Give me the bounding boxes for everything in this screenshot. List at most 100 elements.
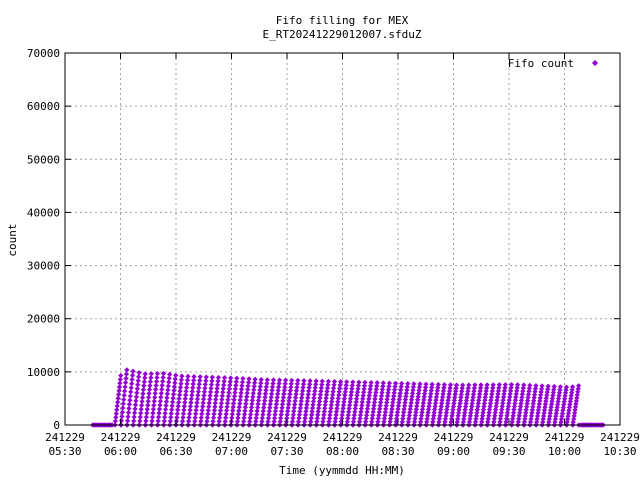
data-point [432,406,438,413]
data-point [488,397,494,403]
data-point [532,389,538,395]
data-point [486,413,492,419]
data-point [447,382,454,388]
x-tick-label-date: 241229 [101,431,141,444]
data-point [421,394,427,400]
data-point [517,407,523,413]
data-point [389,406,395,412]
data-point [214,385,220,392]
data-point [312,385,318,391]
data-point [477,385,484,391]
data-point [294,384,300,390]
data-point [382,409,388,415]
data-point [367,386,373,392]
data-point [113,410,119,417]
data-point [357,412,364,418]
data-point [138,406,144,412]
data-point [543,395,549,401]
data-point [296,412,303,418]
data-point [258,377,264,383]
data-point [411,419,418,425]
data-point [285,401,292,407]
data-point [402,396,409,403]
data-point [243,397,249,403]
data-point [208,385,214,391]
data-point [463,403,469,410]
data-point [337,382,343,388]
data-point [156,410,162,416]
data-point [466,382,472,388]
data-point [381,415,388,422]
data-point [559,413,565,419]
data-point [156,406,163,412]
data-point [494,400,500,406]
data-point [242,408,248,414]
data-point [530,401,536,407]
data-point [477,388,483,394]
data-point [315,412,321,418]
data-point [176,396,182,402]
data-point [479,419,485,425]
data-point [546,419,552,425]
data-point [178,377,185,383]
data-point [388,412,394,418]
data-point [423,384,429,390]
data-point [283,377,289,383]
data-point [178,381,184,387]
data-point [386,383,392,389]
data-point [213,396,219,403]
data-point [529,410,535,416]
data-point [167,418,173,424]
data-point [485,416,491,422]
data-point [342,392,348,398]
y-tick-label: 0 [53,419,60,432]
data-point [374,383,380,389]
data-point [446,388,453,394]
data-point [463,400,469,407]
data-point [354,396,360,402]
data-point [399,419,405,425]
data-point [540,419,546,425]
data-point [219,393,225,399]
data-point [308,415,314,421]
data-point [123,371,130,377]
y-tick-label: 10000 [27,366,60,379]
data-point [515,419,521,425]
data-point [412,412,419,419]
data-point [370,412,376,418]
data-point [366,393,372,399]
data-point [347,399,353,405]
data-point [307,381,313,387]
data-point [330,388,336,395]
data-point [482,394,488,400]
x-tick-label-date: 241229 [434,431,474,444]
data-point [560,407,566,414]
data-point [438,406,444,413]
data-point [556,390,563,396]
data-point [436,419,442,425]
data-point [169,407,175,413]
data-point [408,403,414,409]
data-point [467,416,473,422]
data-point [186,418,192,424]
data-point [372,396,378,402]
data-point [245,379,252,386]
data-point [351,412,357,418]
data-point [478,382,484,388]
data-point [443,413,449,419]
data-point [398,387,404,393]
data-point [501,391,507,397]
data-point [276,377,283,383]
data-point [177,384,184,390]
x-tick-label-time: 07:00 [215,445,248,458]
data-point [446,394,452,400]
data-point [450,403,457,410]
data-point [314,415,320,421]
data-point [237,397,243,403]
data-point [439,397,445,403]
data-point [563,384,570,390]
data-point [386,380,393,386]
data-point [425,413,431,419]
data-point [135,382,141,388]
data-point [199,411,205,417]
